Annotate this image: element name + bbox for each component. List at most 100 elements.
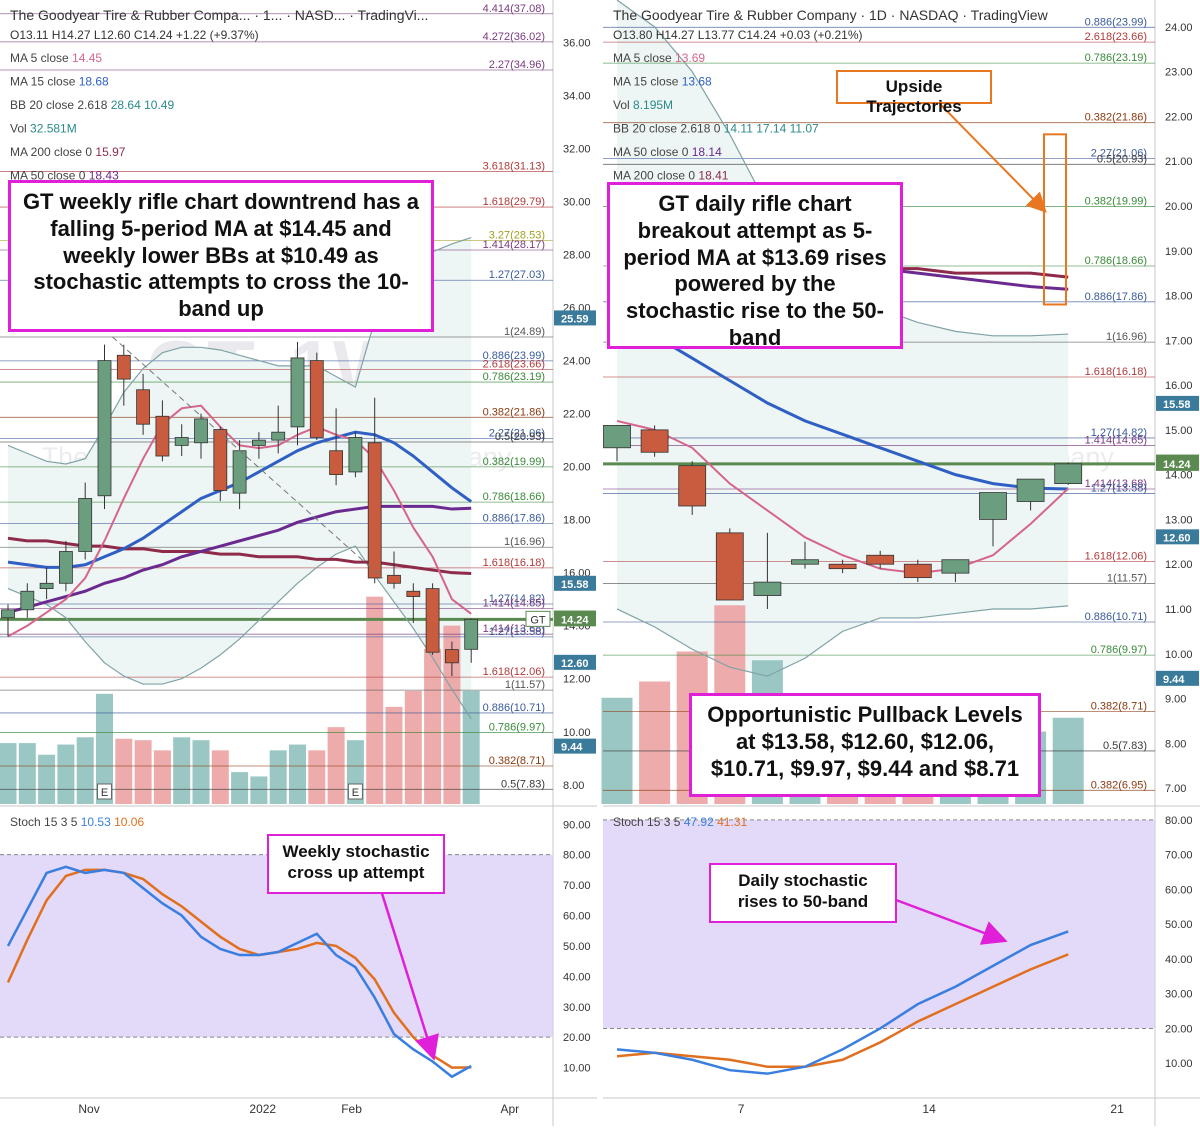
daily-stoch-tick-label: 60.00	[1165, 884, 1193, 896]
weekly-volume-bar	[463, 691, 480, 804]
weekly-stoch-tick-label: 50.00	[563, 941, 591, 953]
daily-legend-name: BB 20 close 2.618 0	[613, 122, 724, 136]
weekly-ticker-tag: GT	[530, 614, 546, 626]
upside-arrow	[940, 104, 1044, 210]
daily-header: The Goodyear Tire & Rubber Company · 1D …	[613, 7, 1049, 23]
daily-legend-item: MA 5 close 13.69	[613, 51, 705, 65]
weekly-price-tag-label: 15.58	[561, 579, 589, 591]
weekly-legend-name: MA 200 close 0	[10, 145, 95, 159]
weekly-candle-body	[426, 589, 439, 653]
weekly-candle-body	[98, 361, 111, 496]
daily-fib-label: 0.786(23.19)	[1085, 52, 1147, 64]
daily-legend-value: 13.69	[675, 51, 705, 65]
daily-candle-body	[641, 430, 668, 452]
weekly-fib-label: 0.382(21.86)	[483, 406, 545, 418]
weekly-volume-bar	[193, 740, 210, 804]
daily-y-tick-label: 13.00	[1165, 514, 1193, 526]
weekly-candle-body	[368, 443, 381, 578]
daily-legend-name: MA 50 close 0	[613, 145, 692, 159]
daily-y-tick-label: 11.00	[1165, 604, 1192, 616]
daily-stoch-tick-label: 10.00	[1165, 1058, 1193, 1070]
daily-legend-value: 13.68	[682, 75, 712, 89]
weekly-y-tick-label: 22.00	[563, 409, 591, 421]
weekly-fib-label: 2.27(34.96)	[489, 59, 545, 71]
weekly-volume-bar	[212, 750, 229, 804]
daily-panel: GT, 1DThe Goodyear Tire & Rubber Company…	[602, 0, 1200, 1126]
weekly-fib-label: 0.382(19.99)	[483, 456, 545, 468]
daily-fib-label: 2.618(23.66)	[1085, 31, 1147, 43]
daily-stoch-band	[603, 820, 1155, 1029]
daily-y-tick-label: 17.00	[1165, 335, 1193, 347]
daily-y-tick-label: 20.00	[1165, 201, 1193, 213]
daily-stoch-legend: Stoch 15 3 5 47.92 41.31	[613, 815, 747, 829]
daily-candle-body	[867, 555, 894, 564]
daily-y-tick-label: 18.00	[1165, 291, 1193, 303]
weekly-volume-bar	[173, 737, 190, 804]
daily-candle-body	[792, 560, 819, 564]
weekly-candle-body	[214, 430, 227, 491]
weekly-candle-body	[156, 416, 169, 456]
weekly-stoch-callout: Weekly stochastic cross up attempt	[267, 834, 445, 894]
daily-stoch-tick-label: 50.00	[1165, 919, 1193, 931]
daily-stoch-callout: Daily stochastic rises to 50-band	[709, 863, 897, 923]
weekly-stoch-tick-label: 70.00	[563, 880, 591, 892]
weekly-y-tick-label: 12.00	[563, 674, 591, 686]
daily-candle-body	[942, 560, 969, 573]
daily-stoch-legend-part: 47.92	[684, 815, 717, 829]
weekly-fib-label: 1.414(14.65)	[483, 597, 545, 609]
daily-y-tick-label: 22.00	[1165, 111, 1193, 123]
weekly-volume-bar	[405, 691, 422, 804]
weekly-stoch-tick-label: 40.00	[563, 971, 591, 983]
daily-legend-name: MA 15 close	[613, 75, 682, 89]
daily-volume-bar	[639, 682, 670, 805]
weekly-legend-item: MA 5 close 14.45	[10, 51, 102, 65]
weekly-candle-body	[252, 440, 265, 445]
weekly-candle-body	[21, 591, 34, 610]
daily-legend-name: MA 5 close	[613, 51, 675, 65]
weekly-candle-body	[272, 432, 285, 440]
weekly-candle-body	[79, 498, 92, 551]
weekly-legend-value: 28.64 10.49	[111, 98, 175, 112]
weekly-volume-bar	[270, 750, 287, 804]
weekly-volume-bar	[19, 743, 36, 804]
daily-legend-item: MA 15 close 13.68	[613, 75, 712, 89]
daily-candle-body	[754, 582, 781, 595]
weekly-header: The Goodyear Tire & Rubber Compa... · 1.…	[10, 7, 428, 23]
daily-fib-label: 0.786(9.97)	[1091, 644, 1147, 656]
daily-fib-label: 1.414(14.65)	[1085, 435, 1147, 447]
daily-stoch-tick-label: 70.00	[1165, 850, 1193, 862]
daily-candle-body	[829, 564, 856, 568]
daily-fib-label: 1.618(12.06)	[1085, 551, 1147, 563]
daily-y-tick-label: 19.00	[1165, 246, 1193, 258]
weekly-x-tick-label: 2022	[249, 1102, 276, 1116]
weekly-volume-bar	[154, 750, 171, 804]
weekly-y-tick-label: 32.00	[563, 143, 591, 155]
weekly-fib-label: 4.272(36.02)	[483, 31, 545, 43]
weekly-stoch-tick-label: 30.00	[563, 1002, 591, 1014]
daily-y-tick-label: 14.00	[1165, 470, 1193, 482]
weekly-fib-label: 1(24.89)	[504, 326, 545, 338]
weekly-candle-body	[59, 551, 72, 583]
weekly-volume-bar	[231, 772, 248, 804]
daily-fib-label: 0.382(8.71)	[1091, 701, 1147, 713]
weekly-volume-bar	[77, 737, 94, 804]
daily-legend-item: MA 200 close 0 18.41	[613, 169, 729, 183]
daily-x-tick-label: 14	[922, 1102, 936, 1116]
daily-legend-item: MA 50 close 0 18.14	[613, 145, 722, 159]
daily-legend-item: Vol 8.195M	[613, 98, 673, 112]
weekly-fib-label: 4.414(37.08)	[483, 3, 545, 15]
earnings-marker: E	[352, 787, 359, 799]
daily-y-tick-label: 12.00	[1165, 559, 1193, 571]
weekly-price-tag-label: 25.59	[561, 313, 589, 325]
daily-x-tick-label: 21	[1110, 1102, 1124, 1116]
weekly-callout: GT weekly rifle chart downtrend has a fa…	[8, 180, 434, 332]
weekly-y-tick-label: 18.00	[563, 515, 591, 527]
weekly-stoch-legend-part: Stoch 15 3 5	[10, 815, 81, 829]
daily-fib-label: 1(11.57)	[1107, 572, 1147, 584]
weekly-volume-bar	[0, 743, 17, 804]
weekly-candle-body	[310, 361, 323, 438]
daily-legend-value: 14.11 17.14 11.07	[724, 122, 819, 136]
daily-fib-label: 0.886(17.86)	[1085, 291, 1147, 303]
weekly-volume-bar	[135, 740, 152, 804]
